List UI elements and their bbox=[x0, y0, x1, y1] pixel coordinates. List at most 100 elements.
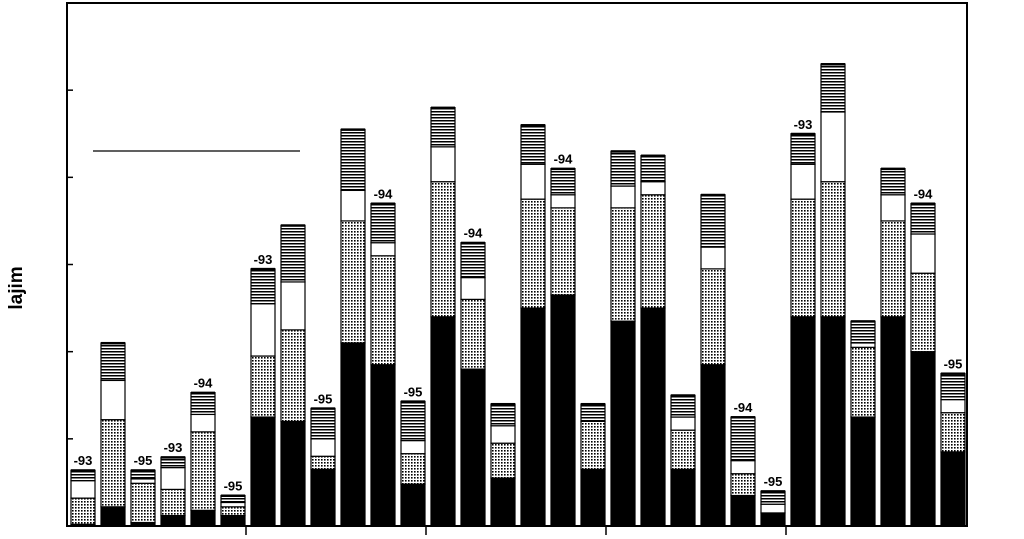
bar-segment bbox=[340, 189, 366, 222]
axis-ticks bbox=[67, 89, 787, 535]
bar-segment bbox=[880, 316, 906, 527]
bar bbox=[160, 456, 186, 527]
bar-segment bbox=[310, 468, 336, 527]
bar-segment bbox=[160, 466, 186, 490]
bar bbox=[820, 63, 846, 527]
bar bbox=[70, 469, 96, 527]
bar-segment bbox=[730, 416, 756, 462]
bar-segment bbox=[880, 220, 906, 318]
bar-cap bbox=[521, 124, 545, 127]
bar-segment bbox=[370, 255, 396, 366]
bar-segment bbox=[430, 316, 456, 527]
bar-cap bbox=[191, 391, 215, 395]
bar-cap bbox=[431, 106, 455, 110]
bar-segment bbox=[820, 181, 846, 318]
bar-segment bbox=[700, 364, 726, 527]
bar-segment bbox=[460, 276, 486, 300]
bar bbox=[910, 202, 936, 527]
bar-cap bbox=[881, 167, 905, 171]
bar-segment bbox=[520, 198, 546, 309]
bar-segment bbox=[580, 403, 606, 423]
bar-segment bbox=[340, 220, 366, 344]
bar-cap bbox=[611, 150, 635, 153]
bar-segment bbox=[400, 400, 426, 442]
bar-segment bbox=[310, 407, 336, 440]
bar-segment bbox=[820, 63, 846, 113]
bar-segment bbox=[460, 368, 486, 527]
bar-segment bbox=[610, 207, 636, 322]
bar-cap bbox=[821, 63, 845, 66]
bar-cap bbox=[131, 469, 155, 472]
bar-segment bbox=[730, 473, 756, 497]
bar-segment bbox=[550, 207, 576, 296]
bar-label: -95 bbox=[764, 474, 783, 489]
bar bbox=[760, 490, 786, 527]
bar-segment bbox=[160, 456, 186, 469]
bar-cap bbox=[341, 128, 365, 131]
bar-segment bbox=[640, 307, 666, 527]
bar-cap bbox=[671, 394, 695, 397]
bar-segment bbox=[400, 439, 426, 455]
bar-segment bbox=[640, 154, 666, 183]
bar-cap bbox=[461, 241, 485, 245]
bar-segment bbox=[910, 351, 936, 527]
bar-segment bbox=[850, 342, 876, 348]
bar-segment bbox=[280, 420, 306, 527]
bar-segment bbox=[700, 268, 726, 366]
bar bbox=[220, 494, 246, 527]
bar-segment bbox=[400, 483, 426, 527]
bar-label: -94 bbox=[374, 186, 394, 201]
bar bbox=[370, 202, 396, 527]
bar-segment bbox=[160, 488, 186, 517]
bar-segment bbox=[790, 133, 816, 165]
bar-label: -93 bbox=[794, 117, 813, 132]
bar-segment bbox=[820, 111, 846, 183]
bar-cap bbox=[941, 372, 965, 375]
bar-segment bbox=[340, 128, 366, 192]
bar-label: -94 bbox=[554, 152, 574, 167]
bar-segment bbox=[940, 399, 966, 414]
bar-segment bbox=[160, 514, 186, 527]
bar-segment bbox=[580, 468, 606, 527]
bar-segment bbox=[490, 403, 516, 427]
bar bbox=[100, 341, 126, 527]
bar-segment bbox=[100, 379, 126, 421]
bar-label: -94 bbox=[464, 226, 484, 241]
bar-segment bbox=[100, 506, 126, 527]
bar-segment bbox=[220, 506, 246, 517]
bar-segment bbox=[880, 168, 906, 196]
bar-segment bbox=[550, 168, 576, 196]
bar bbox=[310, 407, 336, 527]
bar-segment bbox=[310, 438, 336, 457]
bar bbox=[250, 267, 276, 527]
bar-segment bbox=[610, 320, 636, 527]
bar-segment bbox=[940, 372, 966, 401]
bar-segment bbox=[730, 494, 756, 527]
bar-segment bbox=[670, 394, 696, 418]
bar-cap bbox=[161, 456, 185, 459]
bar-segment bbox=[340, 342, 366, 527]
bar-segment bbox=[850, 320, 876, 344]
bar-segment bbox=[250, 268, 276, 305]
bar-segment bbox=[190, 413, 216, 433]
bar-cap bbox=[791, 132, 815, 136]
bar-segment bbox=[790, 198, 816, 318]
bar-segment bbox=[460, 298, 486, 370]
bar-segment bbox=[550, 294, 576, 527]
bar-cap bbox=[701, 193, 725, 197]
bar-segment bbox=[130, 478, 156, 484]
bar-segment bbox=[70, 469, 96, 482]
bar-segment bbox=[430, 146, 456, 183]
bar bbox=[670, 394, 696, 527]
bar-segment bbox=[190, 431, 216, 511]
bar-segment bbox=[250, 355, 276, 418]
bar-cap bbox=[911, 202, 935, 205]
bar bbox=[130, 469, 156, 527]
bar bbox=[790, 132, 816, 527]
bar-segment bbox=[940, 451, 966, 527]
bar bbox=[550, 167, 576, 527]
y-axis-label: lajim bbox=[6, 266, 27, 309]
bar-label: -95 bbox=[134, 453, 153, 468]
bar-segment bbox=[520, 307, 546, 527]
bar-segment bbox=[280, 329, 306, 423]
